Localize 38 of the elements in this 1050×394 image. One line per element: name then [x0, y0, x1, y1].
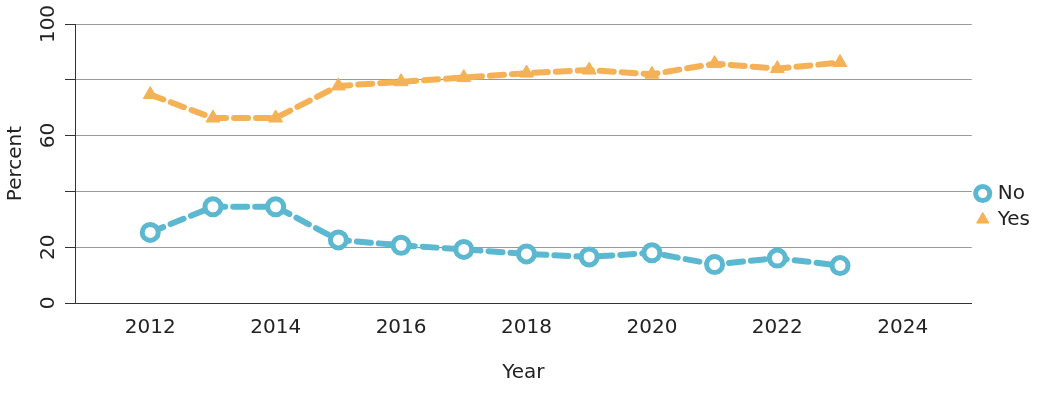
x-axis-title: Year — [501, 359, 546, 384]
x-tick-label: 2012 — [124, 314, 176, 339]
point — [139, 221, 161, 243]
point — [327, 229, 349, 251]
point — [644, 65, 660, 79]
point — [330, 77, 346, 91]
x-tick-label: 2014 — [250, 314, 302, 339]
point — [581, 61, 597, 75]
y-tick-label: 100 — [35, 4, 60, 44]
y-tick-label: 60 — [35, 122, 60, 149]
y-axis-title: Percent — [2, 125, 27, 202]
point — [265, 196, 287, 218]
point — [453, 238, 475, 260]
legend-label: No — [997, 179, 1025, 204]
point — [519, 64, 534, 78]
point — [390, 234, 412, 256]
x-tick-label: 2018 — [501, 314, 552, 339]
legend-label: Yes — [996, 205, 1031, 230]
point — [769, 60, 785, 74]
point — [766, 247, 788, 269]
point — [832, 54, 848, 67]
point — [641, 242, 663, 264]
point — [202, 196, 224, 218]
x-tick-label: 2020 — [626, 314, 678, 339]
point — [393, 73, 409, 87]
point — [456, 69, 472, 83]
point — [578, 246, 600, 268]
x-tick-label: 2024 — [877, 314, 929, 339]
x-tick-label: 2022 — [751, 314, 803, 339]
point — [205, 109, 221, 123]
y-tick-label: 0 — [35, 296, 60, 310]
point — [707, 55, 723, 69]
y-tick-label: 20 — [35, 234, 60, 260]
point — [829, 255, 851, 277]
point — [515, 243, 537, 265]
point — [268, 109, 284, 123]
point — [704, 254, 726, 275]
x-tick-label: 2016 — [375, 314, 427, 339]
